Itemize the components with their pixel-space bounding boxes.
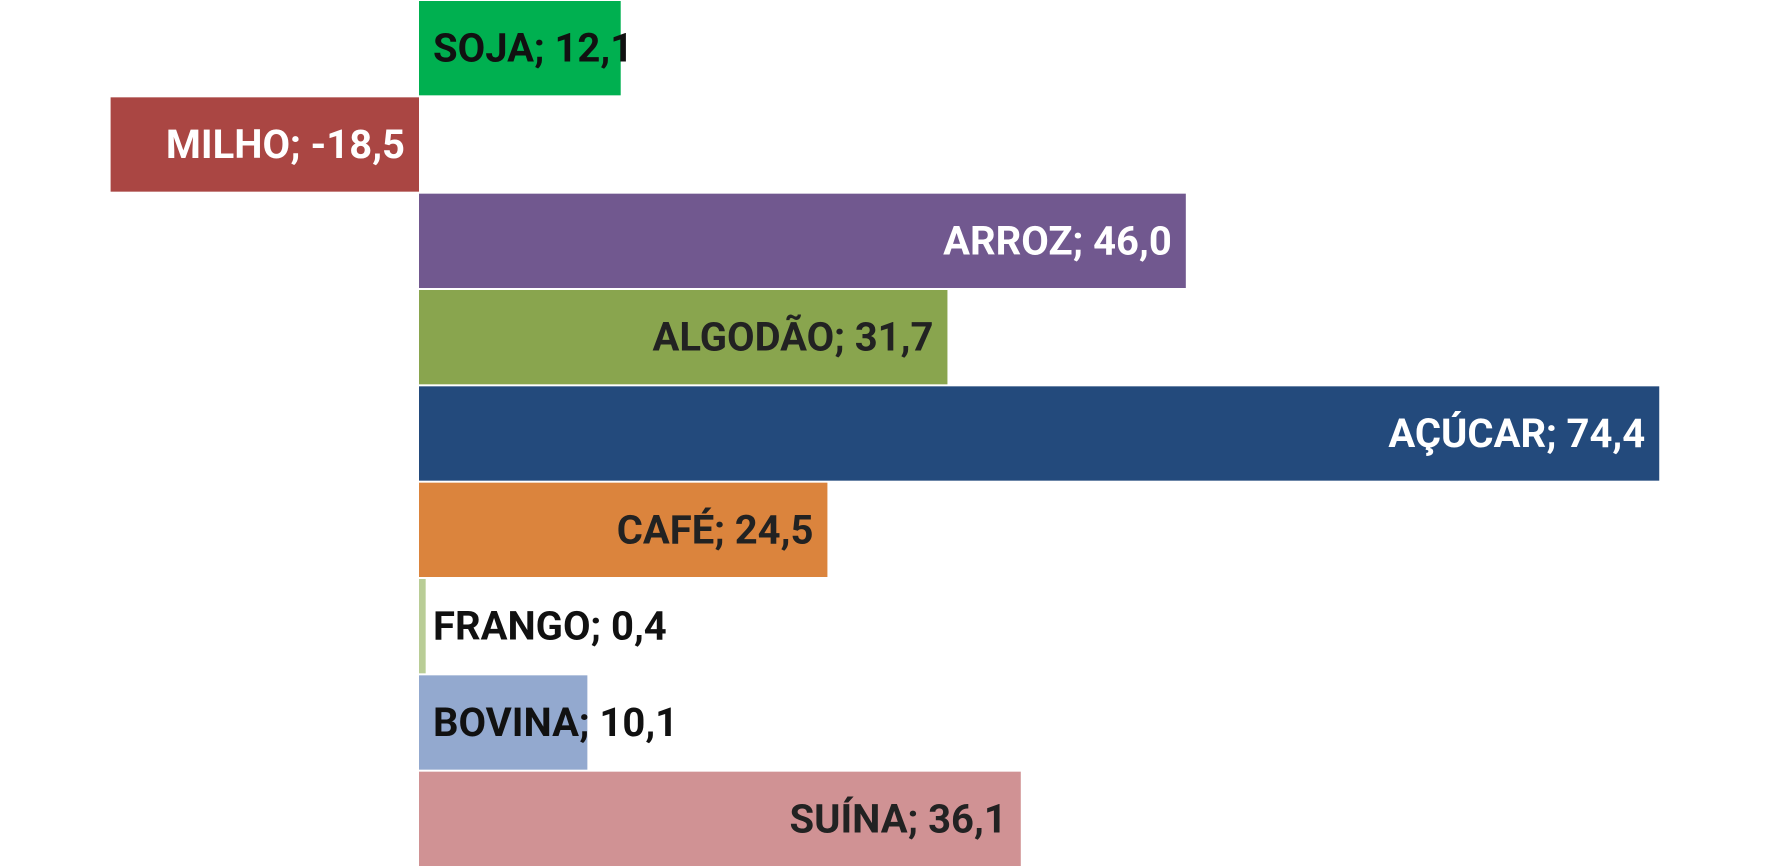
- value-label: ALGODÃO; 31,7: [652, 314, 933, 361]
- value-label: SUÍNA; 36,1: [789, 795, 1006, 842]
- bar: [419, 579, 426, 674]
- value-label: BOVINA; 10,1: [433, 699, 678, 746]
- bar: [419, 482, 828, 577]
- value-label: AÇÚCAR; 74,4: [1388, 409, 1645, 457]
- bar: [419, 771, 1021, 866]
- bar: [419, 1, 621, 96]
- bar: [419, 386, 1660, 481]
- value-label: FRANGO; 0,4: [433, 603, 667, 650]
- bar: [419, 675, 588, 770]
- value-label: CAFÉ; 24,5: [617, 506, 814, 553]
- value-label: MILHO; -18,5: [166, 121, 405, 168]
- bar: [419, 290, 948, 385]
- value-label: ARROZ; 46,0: [943, 217, 1172, 264]
- bar: [110, 97, 419, 192]
- value-label: SOJA; 12,1: [433, 25, 633, 72]
- bar: [419, 193, 1186, 288]
